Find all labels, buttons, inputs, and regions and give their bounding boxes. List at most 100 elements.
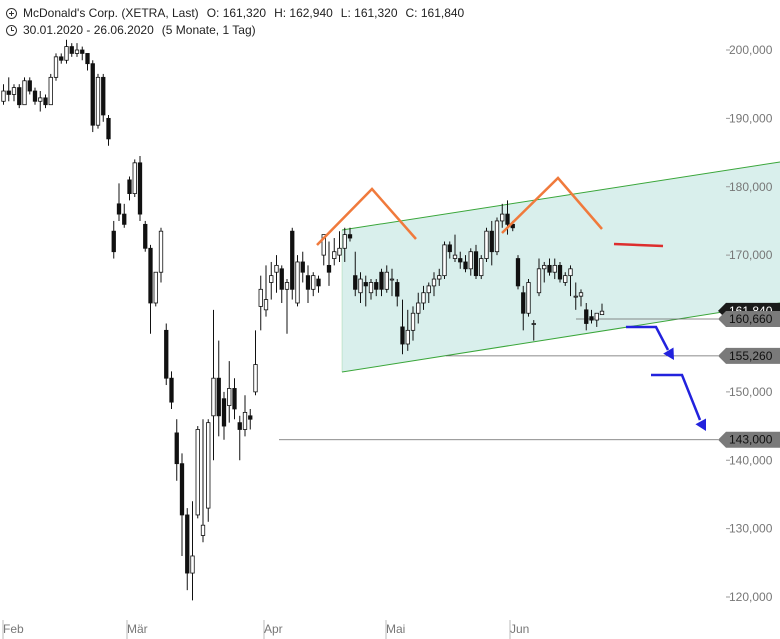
y-tick-label: 140,000 xyxy=(729,453,773,467)
candle-body xyxy=(547,264,552,273)
candle-body xyxy=(74,49,80,54)
level-tag-label: 160,660 xyxy=(729,312,773,326)
neckline-break-mark xyxy=(613,242,664,248)
candle-body xyxy=(452,254,458,259)
level-tag xyxy=(718,347,780,364)
candle-body xyxy=(300,261,305,273)
candle-body xyxy=(200,524,206,536)
candle-body xyxy=(426,285,431,294)
candle-body xyxy=(237,422,242,430)
candle-body xyxy=(384,271,389,290)
level-tag-label: 143,000 xyxy=(729,433,773,447)
candle-body xyxy=(573,295,578,298)
candle-body xyxy=(80,49,85,54)
instrument-name: McDonald's Corp. (XETRA, Last) xyxy=(23,6,199,20)
candle-body xyxy=(599,310,605,316)
candle-body xyxy=(38,97,43,102)
candle-body xyxy=(279,268,284,290)
level-tag xyxy=(718,431,780,448)
candle-body xyxy=(101,76,106,116)
candle-body xyxy=(122,213,127,225)
candle-body xyxy=(332,251,337,259)
candle-body xyxy=(227,388,232,406)
candle-body xyxy=(311,275,316,290)
right-shoulder-mark xyxy=(501,176,603,234)
candle-body xyxy=(90,63,95,126)
candle-body xyxy=(211,377,216,417)
chart-header: McDonald's Corp. (XETRA, Last) O: 161,32… xyxy=(6,5,464,39)
candle-body xyxy=(421,292,426,304)
header-quote-row: McDonald's Corp. (XETRA, Last) O: 161,32… xyxy=(6,5,464,22)
x-tick-label: Mai xyxy=(386,622,405,636)
candle-body xyxy=(458,258,463,263)
candle-body xyxy=(85,53,90,65)
candle-body xyxy=(431,278,437,287)
x-tick-label: Feb xyxy=(3,622,24,636)
candle-body xyxy=(143,223,148,249)
target-arrow-head xyxy=(663,347,674,360)
candle-body xyxy=(515,258,521,287)
candle-body xyxy=(64,46,69,61)
candle-body xyxy=(174,432,179,465)
candle-body xyxy=(437,275,442,280)
candle-body xyxy=(169,377,174,403)
candle-body xyxy=(510,223,515,229)
clock-icon[interactable] xyxy=(6,25,17,36)
candle-body xyxy=(326,264,332,273)
candle-body xyxy=(316,278,321,287)
candle-body xyxy=(568,268,573,277)
candle-body xyxy=(253,364,258,393)
candle-body xyxy=(589,316,594,321)
candle-body xyxy=(552,264,557,273)
level-tag-label: 155,260 xyxy=(729,349,773,363)
candle-body xyxy=(216,377,221,417)
candle-body xyxy=(305,275,311,290)
channel-upper-line xyxy=(341,161,780,231)
candle-body xyxy=(442,244,447,277)
close-value: C: 161,840 xyxy=(405,6,465,20)
candle-body xyxy=(290,230,295,290)
channel-lower-line xyxy=(341,302,780,373)
candle-body xyxy=(116,203,122,215)
candle-body xyxy=(17,87,22,106)
candle-body xyxy=(505,213,510,225)
candle-body xyxy=(263,299,269,311)
candle-body xyxy=(53,56,59,78)
low-value: L: 161,320 xyxy=(340,6,398,20)
candle-body xyxy=(374,282,379,290)
candle-body xyxy=(489,230,494,253)
target-arrow-line xyxy=(651,373,702,421)
y-tick-label: 170,000 xyxy=(729,248,773,262)
candle-body xyxy=(158,230,164,273)
candle-body xyxy=(27,80,32,92)
candle-body xyxy=(479,258,484,277)
candle-body xyxy=(248,415,253,420)
candle-body xyxy=(295,261,300,304)
candle-body xyxy=(410,312,416,331)
candle-body xyxy=(127,179,132,194)
candle-body xyxy=(106,117,111,140)
add-circle-icon[interactable] xyxy=(6,8,17,19)
header-range-row: 30.01.2020 - 26.06.2020 (5 Monate, 1 Tag… xyxy=(6,22,464,39)
candles xyxy=(1,39,605,601)
candle-body xyxy=(111,230,116,253)
candle-body xyxy=(416,302,421,314)
candle-body xyxy=(269,275,274,283)
candle-body xyxy=(69,46,74,54)
candle-body xyxy=(405,329,410,345)
candle-body xyxy=(494,220,500,253)
x-tick-label: Jun xyxy=(510,622,529,636)
candle-body xyxy=(578,292,584,297)
candle-body xyxy=(232,388,237,410)
candle-body xyxy=(206,422,211,509)
date-range: 30.01.2020 - 26.06.2020 xyxy=(23,23,154,37)
candle-body xyxy=(221,398,227,427)
candle-body xyxy=(400,326,405,345)
candle-body xyxy=(353,275,358,290)
candle-body xyxy=(258,288,263,307)
candle-body xyxy=(526,282,531,314)
open-value: O: 161,320 xyxy=(206,6,267,20)
interval-label: (5 Monate, 1 Tag) xyxy=(161,23,256,37)
candle-body xyxy=(363,282,368,287)
